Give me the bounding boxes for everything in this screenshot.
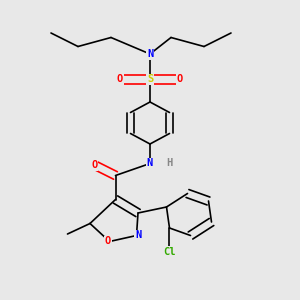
Text: O: O: [117, 74, 123, 85]
Text: N: N: [135, 230, 141, 241]
Text: Cl: Cl: [163, 247, 176, 257]
Text: O: O: [92, 160, 98, 170]
Text: N: N: [147, 158, 153, 169]
Text: N: N: [147, 49, 153, 59]
Text: O: O: [105, 236, 111, 247]
Text: H: H: [167, 158, 173, 169]
Text: S: S: [147, 74, 153, 85]
Text: O: O: [177, 74, 183, 85]
